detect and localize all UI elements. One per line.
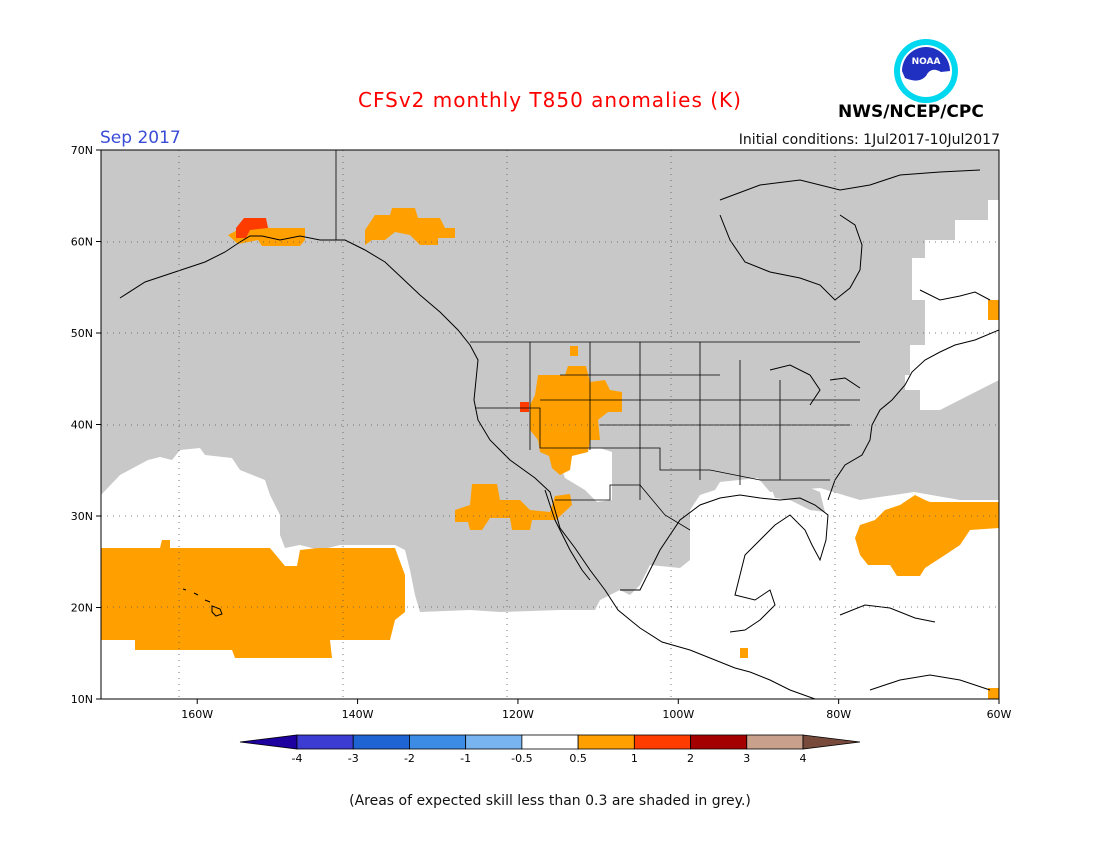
warm-anomaly-area [455,484,572,530]
longitude-tick-label: 100W [662,708,694,721]
colorbar-swatch [577,734,635,750]
colorbar-label: 1 [631,752,638,765]
colorbar-arrow-low [239,734,298,750]
latitude-tick-label: 60N [71,236,93,249]
colorbar-label: 4 [800,752,807,765]
initial-conditions: Initial conditions: 1Jul2017-10Jul2017 [738,132,1000,148]
colorbar-label: -2 [404,752,415,765]
political-borders [335,150,860,531]
colorbar-label: -3 [348,752,359,765]
colorbar-label: 2 [687,752,694,765]
warm-anomaly-area [988,300,999,320]
colorbar-legend: -4 -3 -2 -1 -0.5 0.5 1 2 3 4 [239,734,861,765]
colorbar-swatch [296,734,354,750]
colorbar-label: 3 [743,752,750,765]
longitude-tick-label: 60W [987,708,1012,721]
longitude-axis: 160W 140W 120W 100W 80W 60W [181,699,1012,721]
latitude-tick-label: 30N [71,510,93,523]
latitude-axis: 70N 60N 50N 40N 30N 20N 10N [71,144,101,706]
colorbar-swatch [746,734,804,750]
coastlines [119,169,999,699]
latitude-tick-label: 70N [71,144,93,157]
colorbar-swatch [409,734,467,750]
latitude-tick-label: 50N [71,327,93,340]
low-anomaly-area [560,448,612,502]
skill-footnote: (Areas of expected skill less than 0.3 a… [349,793,751,809]
latitude-tick-label: 20N [71,602,93,615]
colorbar-label: -4 [292,752,303,765]
colorbar-arrow-high [802,734,861,750]
colorbar-swatch [633,734,691,750]
colorbar-swatch [521,734,579,750]
latitude-tick-label: 40N [71,419,93,432]
strong-warm-anomaly-area [520,402,529,412]
longitude-tick-label: 140W [342,708,374,721]
agency-label: NWS/NCEP/CPC [838,102,984,122]
longitude-tick-label: 120W [502,708,534,721]
colorbar-label: -0.5 [511,752,532,765]
colorbar-label: -1 [460,752,471,765]
svg-text:NOAA: NOAA [912,57,941,67]
figure-title: CFSv2 monthly T850 anomalies (K) [358,88,742,112]
colorbar-swatch [352,734,410,750]
warm-anomaly-area [855,495,999,576]
warm-anomaly-area [570,346,578,356]
colorbar-label: 0.5 [569,752,587,765]
forecast-month: Sep 2017 [100,128,181,148]
warm-anomaly-area [988,688,999,699]
warm-anomaly-area [740,648,748,658]
latitude-tick-label: 10N [71,693,93,706]
noaa-logo-icon: NOAA [894,39,958,103]
colorbar-swatch [465,734,523,750]
longitude-tick-label: 80W [826,708,851,721]
strong-warm-anomaly-area [236,218,268,238]
colorbar-swatch [690,734,748,750]
warm-anomaly-area [365,208,455,245]
warm-anomaly-area [101,540,405,658]
longitude-tick-label: 160W [181,708,213,721]
